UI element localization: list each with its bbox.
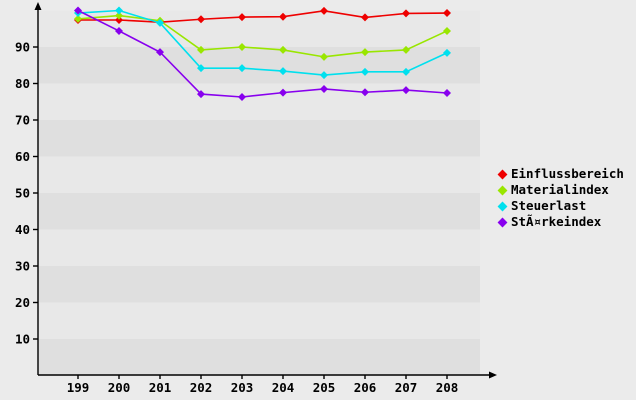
data-point-marker (238, 64, 246, 73)
x-tick-label: 203 (231, 380, 254, 395)
data-point-marker (402, 9, 410, 18)
series-steuerlast (74, 6, 451, 80)
y-tick-label: 30 (15, 259, 30, 274)
data-point-marker (74, 6, 82, 15)
grid-bands (38, 10, 480, 376)
data-point-marker (279, 45, 287, 54)
data-point-marker (115, 11, 123, 20)
data-point-marker (443, 9, 451, 18)
data-point-marker (361, 67, 369, 76)
data-point-marker (156, 48, 164, 57)
legend-label: StÃ¤rkeindex (511, 214, 602, 229)
series-materialindex (74, 11, 451, 61)
y-tick-label: 60 (15, 149, 30, 164)
legend-item-steuerlast: Steuerlast (497, 198, 624, 213)
legend-label: Einflussbereich (511, 166, 624, 181)
data-point-marker (443, 26, 451, 35)
x-tick-label: 201 (149, 380, 172, 395)
data-point-marker (320, 6, 328, 15)
series-einflussbereich (74, 6, 451, 27)
x-tick-label: 204 (272, 380, 295, 395)
data-point-marker (115, 15, 123, 24)
legend-item-staerkeindex: StÃ¤rkeindex (497, 214, 624, 229)
data-point-marker (197, 64, 205, 73)
x-tick-label: 200 (108, 380, 131, 395)
diamond-marker-icon (497, 217, 508, 227)
legend-label: Steuerlast (511, 198, 587, 213)
y-tick-label: 40 (15, 222, 30, 237)
data-point-marker (238, 93, 246, 102)
y-tick-label: 90 (15, 40, 30, 55)
y-tick-label: 50 (15, 186, 30, 201)
x-tick-label: 199 (67, 380, 90, 395)
data-point-marker (443, 88, 451, 97)
data-point-marker (443, 48, 451, 57)
axes (34, 2, 497, 379)
x-axis-ticks: 199 200 201 202 203 204 205 206 207 208 (67, 375, 459, 395)
x-tick-label: 206 (354, 380, 377, 395)
diamond-marker-icon (497, 201, 508, 211)
data-point-marker (402, 86, 410, 95)
data-point-marker (279, 12, 287, 21)
data-point-marker (238, 13, 246, 22)
data-point-marker (320, 71, 328, 80)
legend-item-materialindex: Materialindex (497, 182, 624, 197)
data-point-marker (74, 14, 82, 23)
data-point-marker (279, 67, 287, 76)
x-tick-label: 207 (395, 380, 418, 395)
legend-label: Materialindex (511, 182, 609, 197)
data-point-marker (279, 88, 287, 97)
series-st-rkeindex (74, 6, 451, 102)
data-point-marker (361, 48, 369, 57)
data-point-marker (361, 13, 369, 22)
x-tick-label: 202 (190, 380, 213, 395)
data-point-marker (238, 43, 246, 51)
data-point-marker (320, 84, 328, 93)
data-point-marker (197, 90, 205, 99)
data-point-marker (320, 52, 328, 61)
diamond-marker-icon (497, 169, 508, 179)
diamond-marker-icon (497, 185, 508, 195)
chart-legend: Einflussbereich Materialindex Steuerlast… (497, 166, 624, 229)
x-tick-label: 205 (313, 380, 336, 395)
data-point-marker (402, 45, 410, 54)
y-axis-ticks: 10 20 30 40 50 60 70 80 90 (15, 40, 38, 347)
data-point-marker (402, 67, 410, 76)
data-point-marker (197, 15, 205, 24)
y-tick-label: 10 (15, 332, 30, 347)
x-tick-label: 208 (436, 380, 459, 395)
data-point-marker (115, 26, 123, 35)
data-point-marker (156, 18, 164, 27)
data-point-marker (361, 88, 369, 97)
y-tick-label: 20 (15, 295, 30, 310)
y-axis-arrow-icon (34, 2, 42, 10)
legend-item-einflussbereich: Einflussbereich (497, 166, 624, 181)
data-point-marker (197, 45, 205, 54)
data-point-marker (115, 6, 123, 15)
y-tick-label: 70 (15, 113, 30, 128)
y-tick-label: 80 (15, 76, 30, 91)
x-axis-arrow-icon (489, 371, 497, 379)
